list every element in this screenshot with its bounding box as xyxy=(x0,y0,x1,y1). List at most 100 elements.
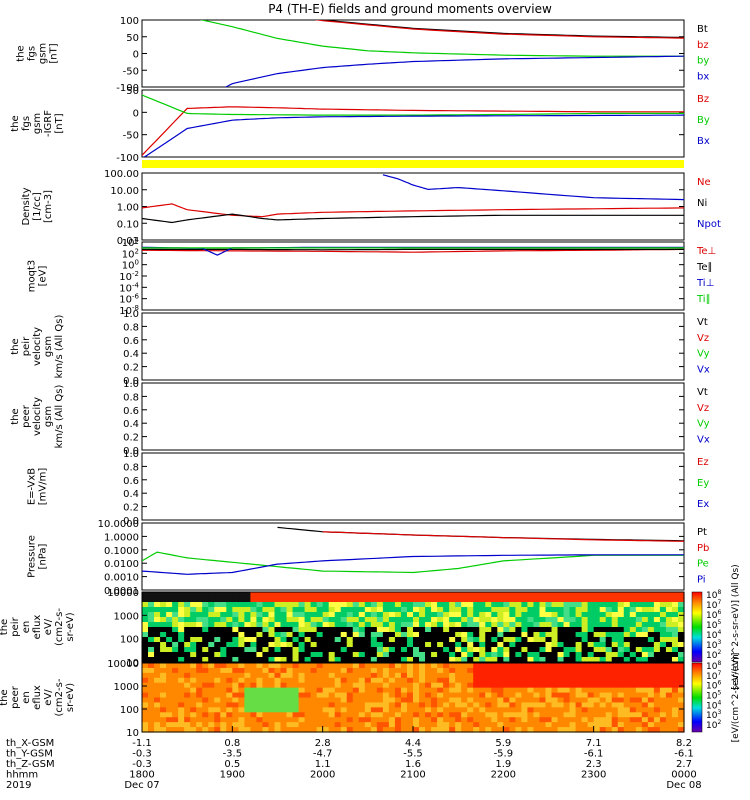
legend-Pe: Pe xyxy=(697,559,709,570)
legend-Ez: Ez xyxy=(697,457,709,468)
y-tick-label: 0.2 xyxy=(123,433,139,444)
x-tick-label: Dec 08 xyxy=(666,780,701,791)
legend-Vz: Vz xyxy=(697,403,709,414)
y-axis-label: thepeirvelocitygsmkm/s (All Qs) xyxy=(10,315,65,379)
time-axis: th_X-GSM -1.1 0.8 2.8 4.4 5.9 7.1 8.2 th_Y-GSM -0… xyxy=(6,726,702,791)
x-tick-label: 2.8 xyxy=(315,738,331,749)
series-Pe xyxy=(142,551,684,574)
legend-Vt: Vt xyxy=(697,317,708,328)
x-tick-label: -6.1 xyxy=(674,749,694,760)
x-tick-label: -4.7 xyxy=(313,749,333,760)
y-tick-label: -50 xyxy=(123,131,139,142)
x-tick-label: 1.6 xyxy=(405,759,421,770)
y-tick-label: 0.0100 xyxy=(104,559,139,570)
x-tick-label: -1.1 xyxy=(132,738,152,749)
colorbar-label: [eV/(cm^2-s-sr-eV)] xyxy=(731,653,741,743)
x-tick-label: 8.2 xyxy=(676,738,692,749)
y-tick-label: 1.0 xyxy=(123,449,139,460)
legend-Te⊥: Te⊥ xyxy=(696,246,716,257)
panel-efield: 1.0 0.8 0.6 0.4 0.2 0.0 E=-VxB[mV/m] Ez Ey Ex xyxy=(27,449,710,527)
y-axis-label: Density[1/cc][cm-3] xyxy=(21,187,54,225)
series-By xyxy=(142,94,684,116)
y-tick-label: 1.00 xyxy=(117,203,139,214)
y-axis-label: thepeervelocitygsmkm/s (All Qs) xyxy=(10,385,65,449)
series-by xyxy=(199,20,684,57)
series-Bt xyxy=(318,20,684,38)
heatmap-peer_eflux xyxy=(142,663,685,733)
y-tick-label: 0.2 xyxy=(123,363,139,374)
x-tick-label: -3.5 xyxy=(223,749,243,760)
y-tick-label: 0.2 xyxy=(123,503,139,514)
heatmap-peir_eflux xyxy=(142,592,685,663)
legend-Ti⊥: Ti⊥ xyxy=(696,278,714,289)
x-tick-label: 4.4 xyxy=(405,738,421,749)
x-tick-label: 1800 xyxy=(129,770,154,781)
y-tick-label: 10 xyxy=(126,728,139,739)
x-tick-label: 5.9 xyxy=(495,738,511,749)
y-tick-label: 0.4 xyxy=(123,489,139,500)
panel-frame xyxy=(141,522,685,591)
y-tick-label: 0.8 xyxy=(123,462,139,473)
y-tick-label: 0.0010 xyxy=(104,573,139,584)
y-tick-label: 0.4 xyxy=(123,419,139,430)
panel-frame xyxy=(141,312,685,381)
legend-Vx: Vx xyxy=(697,364,710,375)
y-tick-label: 100 xyxy=(120,635,139,646)
y-tick-label: 100 xyxy=(120,705,139,716)
y-tick-label: 0.01 xyxy=(117,236,139,247)
x-tick-label: 2100 xyxy=(400,770,425,781)
y-tick-label: 1.0 xyxy=(123,309,139,320)
x-row-label: hhmm xyxy=(6,770,38,781)
series-bx xyxy=(224,55,684,87)
x-tick-label: 1.9 xyxy=(495,759,511,770)
series-Te⊥ xyxy=(142,248,684,253)
y-tick-label: 1.0 xyxy=(123,379,139,390)
y-axis-label: thefgsgsm-IGRF[nT] xyxy=(10,110,65,137)
y-tick-label: 0.6 xyxy=(123,406,139,417)
series-Ni xyxy=(142,213,684,224)
y-axis-label: thepeerenefluxeV/(cm2-s-sr-eV) xyxy=(0,678,76,716)
x-tick-label: Dec 07 xyxy=(124,780,159,791)
y-tick-label: 10000 xyxy=(107,588,139,599)
y-tick-label: 1.0000 xyxy=(104,532,139,543)
x-tick-label: 7.1 xyxy=(586,738,602,749)
x-tick-label: -5.9 xyxy=(494,749,514,760)
y-axis-label: thefgsgsm[nT] xyxy=(16,43,60,64)
legend-Vz: Vz xyxy=(697,333,709,344)
x-tick-label: 0.5 xyxy=(224,759,240,770)
series-Pt xyxy=(277,526,684,542)
y-axis-label: E=-VxB[mV/m] xyxy=(27,468,49,506)
x-tick-label: 2200 xyxy=(491,770,516,781)
series-Bx xyxy=(143,114,684,157)
legend-Vx: Vx xyxy=(697,434,710,445)
legend-Npot: Npot xyxy=(697,219,721,230)
y-tick-label: 10 xyxy=(126,658,139,669)
y-tick-label: 0.0 xyxy=(123,446,139,457)
x-tick-label: -6.1 xyxy=(584,749,604,760)
legend-Bx: Bx xyxy=(697,136,710,147)
y-tick-label: 50 xyxy=(126,33,139,44)
panel-frame xyxy=(141,591,685,663)
y-tick-label: 10.00 xyxy=(110,186,139,197)
colorbar-tick: 102 xyxy=(706,719,721,731)
y-tick-label: 0.10 xyxy=(117,219,139,230)
y-tick-label: 0.6 xyxy=(123,476,139,487)
y-tick-label: 0.4 xyxy=(123,349,139,360)
y-tick-label: 1000 xyxy=(114,682,139,693)
y-tick-label: 10.0000 xyxy=(98,519,139,530)
legend-Bz: Bz xyxy=(697,94,709,105)
x-tick-label: -5.5 xyxy=(403,749,423,760)
legend-Ti∥: Ti∥ xyxy=(696,294,711,305)
x-tick-label: -0.3 xyxy=(132,759,152,770)
panel-fgs_gsm_igrf: 50 0 -50 -100 thefgsgsm-IGRF[nT] Bz By Bx xyxy=(10,86,710,164)
series-Bz xyxy=(142,106,684,156)
y-tick-label: 0.6 xyxy=(123,336,139,347)
x-row-label: th_Z-GSM xyxy=(6,759,55,770)
x-tick-label: -0.3 xyxy=(132,749,152,760)
x-tick-label: 2.7 xyxy=(676,759,692,770)
panel-frame xyxy=(141,19,685,88)
y-tick-label: 0 xyxy=(133,50,139,61)
panel-density: 100.00 10.00 1.00 0.10 0.01 Density[1/cc][cm-… xyxy=(21,169,721,247)
